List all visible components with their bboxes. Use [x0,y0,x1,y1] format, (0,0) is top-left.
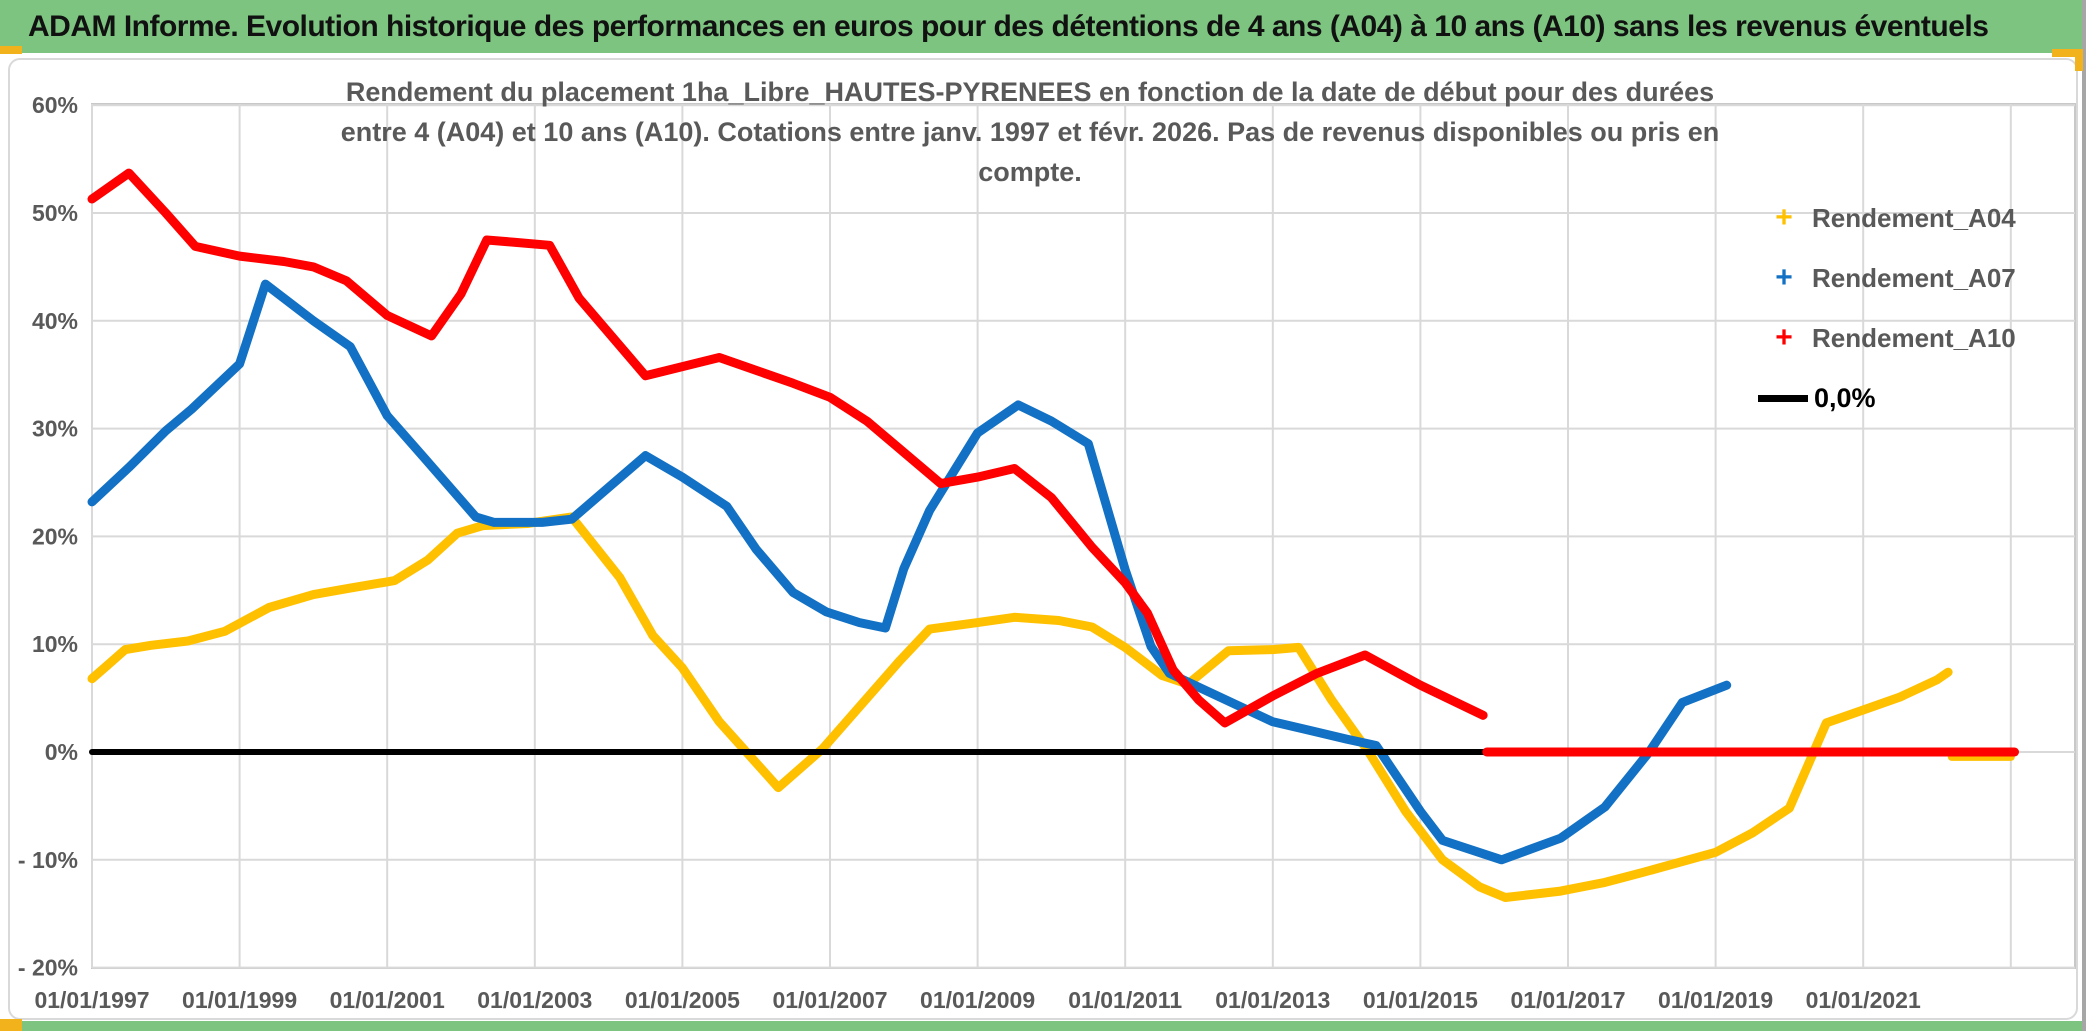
chart-title-line2: entre 4 (A04) et 10 ans (A10). Cotations… [340,117,1720,187]
y-axis-tick-label: 50% [32,200,78,226]
x-axis-tick-label: 01/01/2007 [772,987,887,1013]
x-axis-tick-label: 01/01/1999 [182,987,297,1013]
x-axis-tick-label: 01/01/2005 [625,987,740,1013]
chart-title: Rendement du placement 1ha_Libre_HAUTES-… [330,72,1730,192]
plus-marker-icon: + [1775,321,1793,354]
gold-corner-accent [0,46,22,54]
legend-label-a04: Rendement_A04 [1812,202,2016,233]
legend-item-a04: + Rendement_A04 [1756,188,2076,248]
y-axis-tick-label: - 10% [18,847,78,873]
gold-corner-accent [2052,49,2083,57]
x-axis-tick-label: 01/01/2003 [477,987,592,1013]
x-axis-tick-label: 01/01/2021 [1806,987,1921,1013]
x-axis-tick-label: 01/01/2015 [1363,987,1478,1013]
plus-marker-icon: + [1775,201,1793,234]
y-axis-tick-label: 10% [32,631,78,657]
gold-corner-accent [2075,49,2083,71]
legend-item-a10: + Rendement_A10 [1756,308,2076,368]
title-bar: ADAM Informe. Evolution historique des p… [0,0,2082,53]
legend-item-a07: + Rendement_A07 [1756,248,2076,308]
x-axis-tick-label: 01/01/2001 [330,987,445,1013]
x-axis-tick-label: 01/01/2013 [1215,987,1330,1013]
series-rendement_a04 [87,512,1953,902]
chart-title-line1: Rendement du placement 1ha_Libre_HAUTES-… [345,77,1715,107]
y-axis-tick-label: 30% [32,416,78,442]
y-axis-tick-label: 0% [45,739,78,765]
window-edge [2082,0,2086,1031]
bottom-bar [0,1021,2086,1031]
x-axis-tick-label: 01/01/2009 [920,987,1035,1013]
black-line-icon [1758,394,1808,402]
x-axis-tick-label: 01/01/2011 [1068,987,1182,1013]
legend-item-zero: 0,0% [1756,368,2076,428]
legend-label-zero: 0,0% [1814,382,1876,413]
y-axis-tick-label: 60% [32,92,78,118]
x-axis-tick-label: 01/01/2019 [1658,987,1773,1013]
y-axis-tick-label: 40% [32,308,78,334]
x-axis-tick-label: 01/01/1997 [34,987,149,1013]
chart-legend: + Rendement_A04 + Rendement_A07 + Rendem… [1756,188,2076,428]
legend-label-a10: Rendement_A10 [1812,322,2016,353]
legend-label-a07: Rendement_A07 [1812,262,2016,293]
y-axis-tick-label: 20% [32,523,78,549]
series-rendement_a10 [87,168,1488,728]
plus-marker-icon: + [1775,261,1793,294]
x-axis-tick-label: 01/01/2017 [1510,987,1625,1013]
page-title: ADAM Informe. Evolution historique des p… [28,9,1989,43]
y-axis-tick-label: - 20% [18,955,78,981]
gold-corner-accent [0,1019,22,1031]
series-rendement_a07 [87,279,1732,865]
